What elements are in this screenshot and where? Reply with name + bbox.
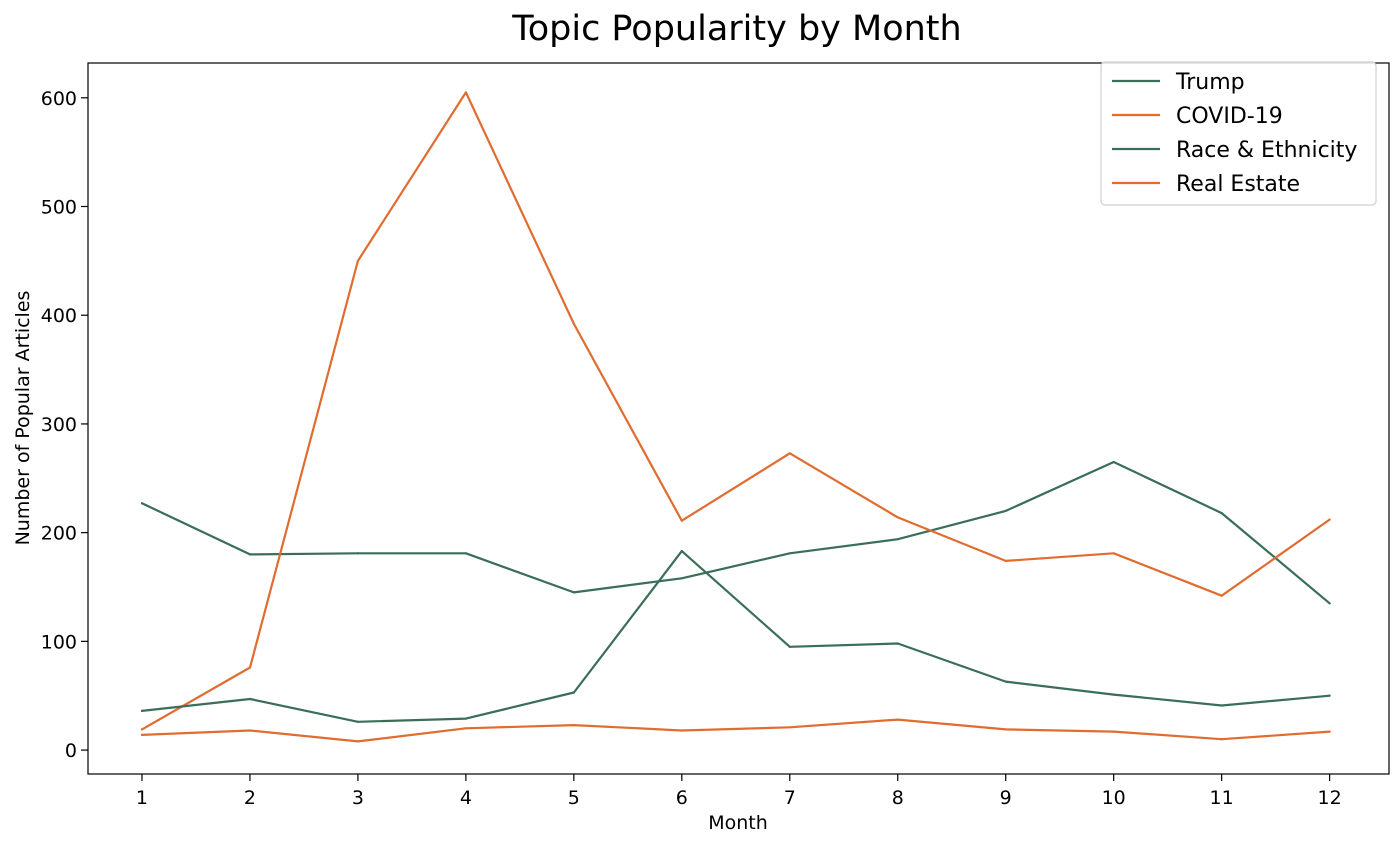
- legend-label-1: COVID-19: [1176, 104, 1283, 129]
- data-point: [1112, 552, 1115, 555]
- data-point: [1328, 602, 1331, 605]
- data-point: [464, 91, 467, 94]
- data-point: [788, 726, 791, 729]
- data-point: [248, 553, 252, 556]
- data-point: [680, 550, 683, 553]
- data-point: [788, 452, 791, 455]
- y-tick-label: 100: [41, 631, 77, 653]
- series-line-1: [140, 91, 1331, 731]
- data-point: [1004, 680, 1007, 683]
- data-point: [356, 259, 359, 262]
- x-tick-label: 3: [352, 787, 364, 809]
- data-point: [1220, 511, 1223, 515]
- data-point: [140, 709, 144, 713]
- data-point: [680, 519, 683, 522]
- data-point: [464, 552, 467, 555]
- data-point: [896, 718, 899, 721]
- x-tick-label: 1: [136, 787, 148, 809]
- data-point: [248, 697, 252, 701]
- data-point: [896, 538, 899, 541]
- x-tick-label: 5: [568, 787, 580, 809]
- data-point: [680, 577, 683, 580]
- x-tick-label: 4: [460, 787, 472, 809]
- data-point: [680, 729, 683, 732]
- legend-label-2: Race & Ethnicity: [1176, 138, 1357, 163]
- data-point: [788, 645, 791, 648]
- data-point: [140, 728, 144, 731]
- data-point: [572, 691, 576, 694]
- data-point: [356, 552, 359, 555]
- data-point: [896, 516, 899, 519]
- y-tick-label: 0: [65, 740, 77, 762]
- y-tick-label: 300: [41, 414, 77, 436]
- data-point: [1004, 559, 1007, 563]
- data-point: [1220, 738, 1223, 741]
- data-point: [464, 717, 467, 720]
- data-point: [464, 727, 467, 730]
- data-point: [1004, 509, 1007, 512]
- legend-box: [1100, 61, 1377, 206]
- data-point: [140, 502, 144, 505]
- data-point: [1112, 730, 1115, 733]
- x-tick-label: 9: [1000, 787, 1012, 809]
- data-point: [1328, 694, 1331, 697]
- data-point: [1328, 518, 1331, 521]
- data-point: [1112, 460, 1115, 464]
- legend-label-0: Trump: [1175, 70, 1245, 95]
- series-line-2: [140, 549, 1331, 723]
- y-tick-label: 600: [41, 88, 77, 110]
- data-point: [1004, 728, 1007, 731]
- data-point: [572, 724, 576, 727]
- x-tick-label: 11: [1210, 787, 1234, 809]
- y-tick-label: 500: [41, 197, 77, 219]
- x-tick-label: 7: [784, 787, 796, 809]
- x-tick-label: 6: [676, 787, 688, 809]
- data-point: [1220, 594, 1223, 597]
- data-point: [248, 666, 252, 669]
- data-point: [1112, 693, 1115, 696]
- plot-lines: [140, 91, 1331, 743]
- x-tick-label: 10: [1102, 787, 1126, 809]
- series-line-3: [140, 718, 1331, 743]
- data-point: [1220, 704, 1223, 707]
- series-line-0: [140, 460, 1331, 605]
- data-point: [896, 642, 899, 645]
- y-axis-label: Number of Popular Articles: [12, 291, 34, 546]
- chart-title: Topic Popularity by Month: [511, 9, 961, 49]
- data-point: [140, 733, 144, 737]
- data-point: [572, 322, 576, 325]
- data-point: [356, 740, 359, 743]
- legend: Trump COVID-19 Race & Ethnicity Real Estate: [1100, 61, 1377, 206]
- x-tick-label: 8: [892, 787, 904, 809]
- x-axis: 1 2 3 4 5 6 7 8 9 10 11 12: [136, 774, 1342, 809]
- data-point: [356, 720, 359, 723]
- data-point: [572, 591, 576, 594]
- y-axis: 0 100 200 300 400 500 600: [41, 88, 88, 762]
- y-tick-label: 400: [41, 305, 77, 327]
- data-point: [1328, 730, 1331, 733]
- plot-frame: [87, 62, 1390, 775]
- legend-label-3: Real Estate: [1176, 172, 1300, 197]
- y-tick-label: 200: [41, 523, 77, 545]
- data-point: [788, 552, 791, 555]
- x-tick-label: 12: [1318, 787, 1342, 809]
- data-point: [248, 729, 252, 732]
- x-tick-label: 2: [244, 787, 256, 809]
- x-axis-label: Month: [708, 812, 768, 834]
